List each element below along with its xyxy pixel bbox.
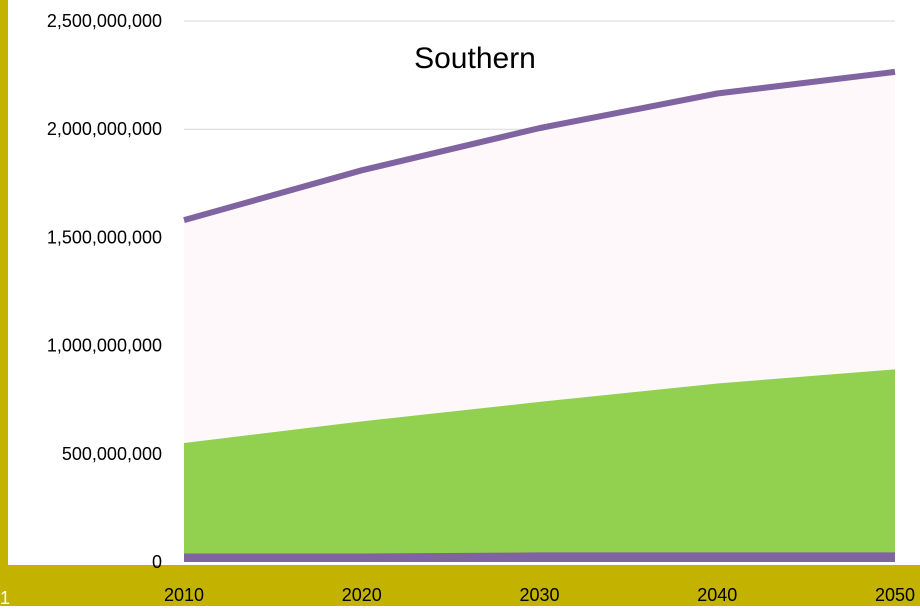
x-tick-label: 2010 <box>164 585 204 605</box>
top-series-area <box>184 71 895 443</box>
bottom-series-line <box>184 552 895 558</box>
y-tick-label: 1,000,000,000 <box>47 336 162 356</box>
x-tick-label: 2040 <box>697 585 737 605</box>
left-accent-band <box>0 0 8 606</box>
x-tick-label: 2030 <box>519 585 559 605</box>
y-tick-label: 0 <box>152 552 162 572</box>
top-series-line <box>183 68 896 223</box>
x-axis-tick-labels: 2010 2020 2030 2040 2050 <box>164 585 915 605</box>
y-tick-label: 2,000,000,000 <box>47 119 162 139</box>
x-tick-label: 2020 <box>342 585 382 605</box>
y-tick-label: 1,500,000,000 <box>47 227 162 247</box>
chart-lines <box>183 68 896 558</box>
slide-number: 1 <box>0 588 11 608</box>
middle-series-area <box>184 369 895 562</box>
y-tick-label: 2,500,000,000 <box>47 11 162 31</box>
y-axis-tick-labels: 0 500,000,000 1,000,000,000 1,500,000,000 2,… <box>47 11 162 572</box>
chart-areas <box>184 71 895 562</box>
y-tick-label: 500,000,000 <box>62 444 162 464</box>
chart-title: Southern <box>414 42 536 75</box>
x-tick-label: 2050 <box>875 585 915 605</box>
bottom-accent-band <box>0 565 920 606</box>
